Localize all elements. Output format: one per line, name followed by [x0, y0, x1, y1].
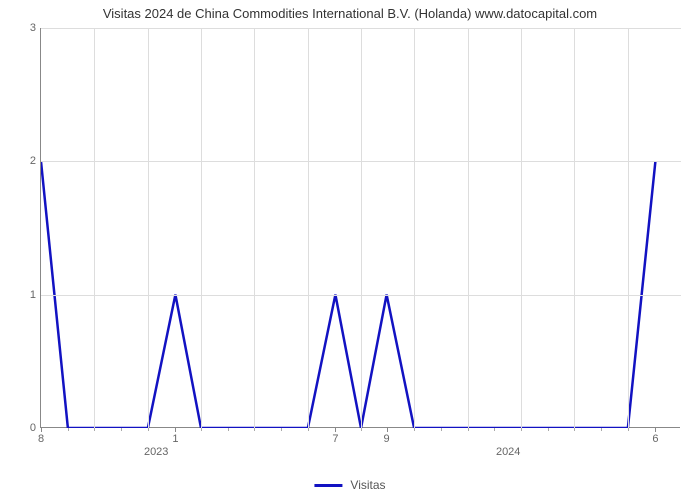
x-axis-label: 1 [172, 433, 178, 445]
x-axis-label: 9 [384, 433, 390, 445]
x-tick-minor [148, 428, 149, 431]
x-tick-minor [228, 428, 229, 431]
chart-container: 01238179620232024 [40, 28, 680, 443]
x-tick [655, 428, 656, 432]
x-tick-minor [308, 428, 309, 431]
x-axis-label: 7 [332, 433, 338, 445]
grid-line-v [308, 28, 309, 428]
x-tick-minor [548, 428, 549, 431]
x-tick-minor [574, 428, 575, 431]
grid-line-v [521, 28, 522, 428]
grid-line-v [628, 28, 629, 428]
x-axis-label: 6 [652, 433, 658, 445]
x-tick-minor [361, 428, 362, 431]
y-axis-label: 0 [21, 422, 36, 434]
chart-title: Visitas 2024 de China Commodities Intern… [0, 0, 700, 21]
grid-line-v [468, 28, 469, 428]
x-tick-minor [281, 428, 282, 431]
x-tick-minor [601, 428, 602, 431]
x-axis-year-label: 2023 [144, 446, 168, 458]
grid-line-v [201, 28, 202, 428]
y-axis-label: 1 [21, 289, 36, 301]
legend-swatch [314, 484, 342, 487]
x-tick-minor [201, 428, 202, 431]
x-tick-minor [414, 428, 415, 431]
grid-line-v [574, 28, 575, 428]
x-tick-minor [68, 428, 69, 431]
x-tick-minor [468, 428, 469, 431]
x-tick [41, 428, 42, 432]
x-tick-minor [628, 428, 629, 431]
x-axis-label: 8 [38, 433, 44, 445]
grid-line-v [94, 28, 95, 428]
grid-line-v [414, 28, 415, 428]
x-axis-year-label: 2024 [496, 446, 520, 458]
plot-area: 01238179620232024 [40, 28, 680, 428]
x-tick-minor [441, 428, 442, 431]
y-axis-label: 2 [21, 155, 36, 167]
x-tick-minor [121, 428, 122, 431]
x-tick-minor [521, 428, 522, 431]
grid-line-v [254, 28, 255, 428]
x-tick [335, 428, 336, 432]
legend: Visitas [314, 478, 385, 492]
grid-line-v [361, 28, 362, 428]
grid-line-v [148, 28, 149, 428]
x-tick-minor [494, 428, 495, 431]
legend-label: Visitas [350, 478, 385, 492]
x-tick [175, 428, 176, 432]
y-axis-label: 3 [21, 22, 36, 34]
x-tick-minor [94, 428, 95, 431]
x-tick-minor [254, 428, 255, 431]
x-tick [387, 428, 388, 432]
